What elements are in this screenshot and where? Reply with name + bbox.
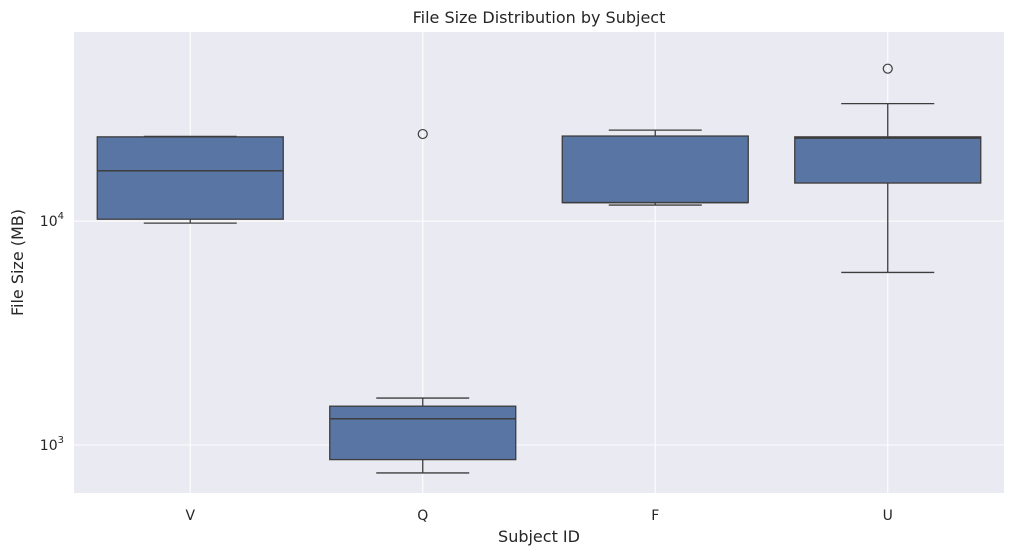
box-group-Q: [329, 128, 517, 474]
y-axis-label: File Size (MB): [8, 209, 27, 316]
x-tick-label: U: [883, 508, 893, 524]
plot-background: [74, 32, 1004, 493]
x-tick-label: Q: [417, 508, 428, 524]
chart-title: File Size Distribution by Subject: [413, 8, 666, 27]
iqr-box: [561, 135, 749, 204]
box-group-V: [96, 135, 284, 224]
x-tick-label: V: [185, 508, 195, 524]
outlier-point: [882, 63, 893, 74]
iqr-box: [96, 136, 284, 220]
y-tick-exponent: 4: [58, 211, 64, 222]
boxes: [96, 63, 982, 474]
x-tick-label: F: [651, 508, 659, 524]
y-tick-label: 103: [40, 435, 64, 454]
y-tick-label: 104: [40, 211, 64, 230]
box-group-F: [561, 129, 749, 206]
y-tick-base: 10: [40, 438, 58, 454]
y-tick-base: 10: [40, 214, 58, 230]
iqr-box: [794, 136, 982, 184]
y-tick-exponent: 3: [58, 435, 64, 446]
iqr-box: [329, 405, 517, 461]
outlier-point: [417, 128, 428, 140]
x-axis-label: Subject ID: [498, 527, 580, 546]
box-group-U: [794, 63, 982, 274]
